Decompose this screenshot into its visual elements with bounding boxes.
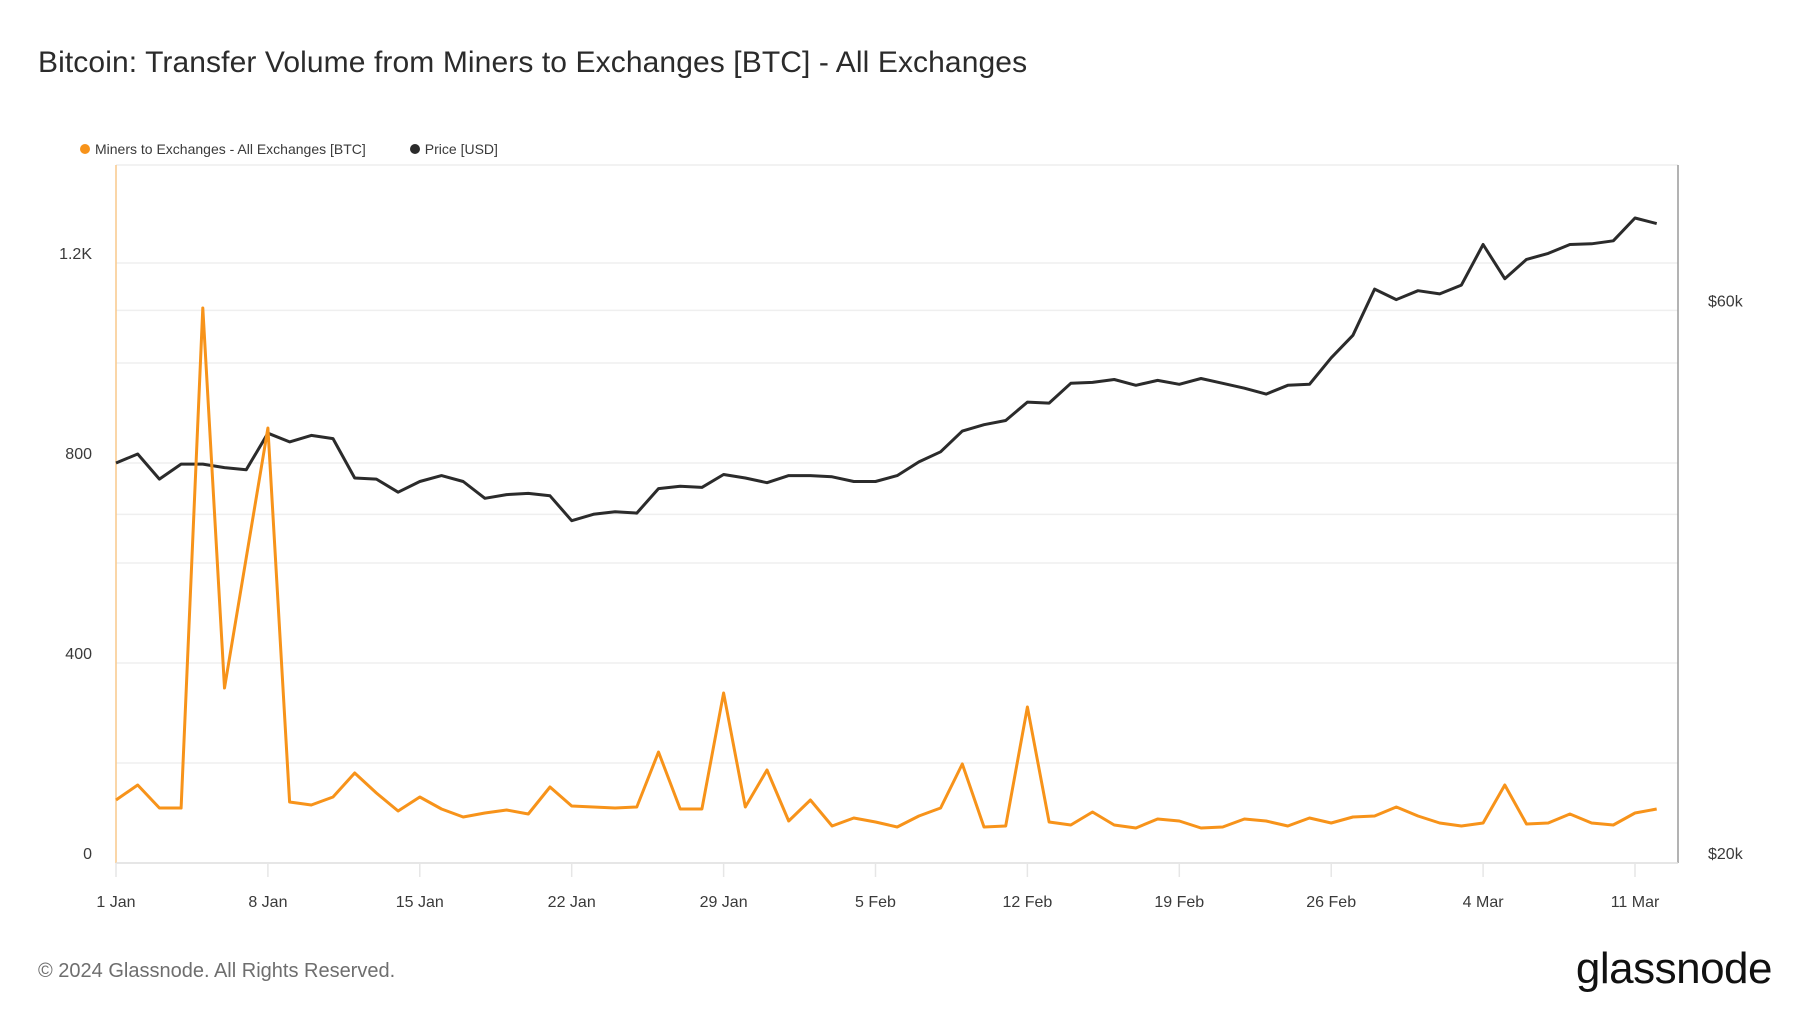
chart-legend: Miners to Exchanges - All Exchanges [BTC… <box>80 141 498 157</box>
y-left-tick-label: 800 <box>65 446 92 463</box>
chart-title: Bitcoin: Transfer Volume from Miners to … <box>38 46 1028 79</box>
y-axis-right-labels: $20k $60k <box>1708 293 1744 863</box>
copyright-text: © 2024 Glassnode. All Rights Reserved. <box>38 960 396 982</box>
x-tick-label: 1 Jan <box>96 894 135 911</box>
orange-dot-icon <box>80 144 90 154</box>
legend-item-price[interactable]: Price [USD] <box>409 141 498 157</box>
x-tick-label: 19 Feb <box>1154 894 1204 911</box>
y-right-tick-label: $20k <box>1708 846 1744 863</box>
price-line <box>115 216 1658 523</box>
legend-label: Miners to Exchanges - All Exchanges [BTC… <box>95 141 366 157</box>
x-tick-label: 4 Mar <box>1463 894 1505 911</box>
x-tick-label: 26 Feb <box>1306 894 1356 911</box>
y-left-tick-label: 0 <box>83 846 92 863</box>
y-right-tick-label: $60k <box>1708 293 1744 310</box>
x-tick-label: 5 Feb <box>855 894 896 911</box>
x-tick-label: 8 Jan <box>248 894 287 911</box>
axes <box>115 165 1679 864</box>
x-axis-ticks: 1 Jan 8 Jan 15 Jan 22 Jan 29 Jan 5 Feb 12 Feb 1… <box>96 863 1660 911</box>
x-tick-label: 29 Jan <box>700 894 748 911</box>
x-tick-label: 22 Jan <box>548 894 596 911</box>
legend-label: Price [USD] <box>424 141 498 157</box>
gridlines <box>116 164 1678 764</box>
dark-dot-icon <box>409 144 420 154</box>
x-tick-label: 12 Feb <box>1002 894 1052 911</box>
miners-to-exchanges-line <box>115 306 1657 830</box>
x-tick-label: 15 Jan <box>396 894 444 911</box>
glassnode-logo: glassnode <box>1575 944 1773 993</box>
y-axis-left-labels: 0 400 800 1.2K <box>59 246 92 863</box>
y-left-tick-label: 400 <box>65 646 92 663</box>
x-tick-label: 11 Mar <box>1611 894 1660 911</box>
y-left-tick-label: 1.2K <box>59 246 92 263</box>
legend-item-miners-to-exchanges[interactable]: Miners to Exchanges - All Exchanges [BTC… <box>80 141 366 157</box>
